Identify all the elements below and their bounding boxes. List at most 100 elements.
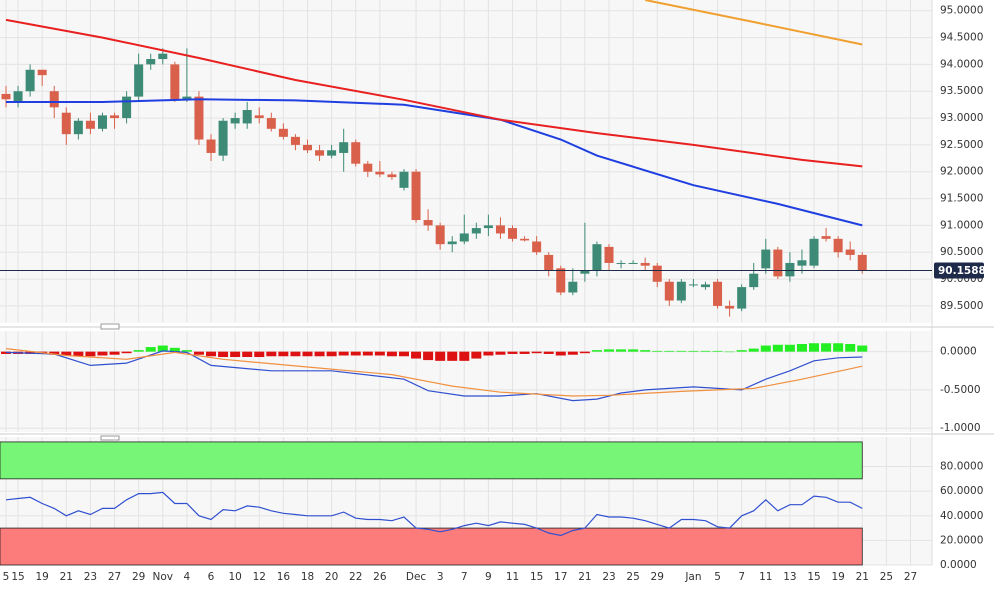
candle-body [122,96,132,119]
y-tick-label: -1.0000 [940,422,981,434]
histogram-bar [326,351,337,357]
line [5,350,863,402]
resize-handle[interactable] [100,323,120,330]
candle-body [604,246,614,263]
histogram-bar [242,351,253,358]
candle-body [471,228,481,234]
candle-body [85,120,95,129]
histogram-bar [591,350,602,352]
candle-body [49,91,59,108]
histogram-bar [109,351,120,355]
histogram-bar [206,351,217,357]
candle-body [688,284,698,286]
histogram-bar [169,347,180,352]
histogram-bar [350,351,361,356]
candle-body [110,115,120,119]
candle-body [266,118,276,129]
histogram-bar [278,351,289,357]
line [5,18,863,168]
histogram-bar [314,351,325,357]
histogram-bar [73,351,84,357]
x-tick-label: 11 [506,571,519,583]
x-tick-label: 5 [3,571,10,583]
candle-body [761,249,771,269]
x-tick-label: 21 [578,571,591,583]
candle-body [25,69,35,92]
y-tick-label: 91.0000 [940,219,983,231]
x-tick-label: 29 [132,571,145,583]
y-tick-label: 92.0000 [940,166,983,178]
x-tick-label: 29 [651,571,664,583]
candle-body [640,262,650,266]
candle-body [206,139,216,153]
histogram-bar [833,343,844,352]
resize-handle[interactable] [100,435,120,441]
histogram-bar [459,351,470,361]
candle-body [568,281,578,293]
y-tick-label: 20.0000 [940,534,983,546]
histogram-bar [507,351,518,354]
candle-body [700,284,710,288]
x-tick-label: 10 [228,571,241,583]
candle-body [387,174,397,178]
candle-body [182,96,192,100]
y-tick-label: 92.5000 [940,139,983,151]
candle-body [532,241,542,253]
histogram-bar [447,351,458,361]
candle-body [616,262,626,264]
x-tick-label: 23 [84,571,97,583]
histogram-bar [604,349,614,352]
histogram-bar [616,349,627,352]
y-tick-label: 80.0000 [940,461,983,473]
line [5,348,863,397]
x-tick-label: 21 [60,571,73,583]
candle-body [544,254,554,272]
line [645,0,863,46]
histogram-bar [181,350,192,352]
candle-body [785,262,795,277]
candle-body [315,150,325,156]
histogram-bar [760,345,771,352]
candle-body [435,225,445,245]
candle-body [73,120,83,135]
histogram-bar [640,350,651,352]
y-tick-label: 89.5000 [940,300,983,312]
candle-body [37,69,47,76]
x-tick-label: Nov [153,571,174,583]
candle-body [749,273,759,288]
histogram-bar [772,344,783,352]
candle-body [339,142,349,153]
candle-body [833,238,843,253]
candle-body [351,142,361,164]
candle-body [411,171,421,221]
histogram-bar [338,351,349,356]
x-tick-label: 27 [904,571,917,583]
histogram-bar [266,351,277,357]
candle-body [809,238,819,266]
histogram-bar [724,351,735,353]
histogram-bar [495,351,506,355]
y-tick-label: 91.5000 [940,193,983,205]
x-tick-label: 13 [783,571,796,583]
candle-body [1,93,11,100]
histogram-bar [664,350,675,352]
candle-body [303,144,312,151]
y-tick-label: 95.0000 [940,5,983,17]
histogram-bar [157,345,168,352]
last-price-box [934,262,984,279]
candle-body [13,91,23,102]
x-tick-label: Jan [684,571,701,583]
x-tick-label: 26 [373,571,387,583]
histogram-bar [61,351,72,356]
histogram-bar [579,351,590,354]
histogram-bar [531,351,542,354]
x-tick-label: 9 [485,571,492,583]
histogram-bar [230,351,241,358]
histogram-bar [374,351,385,356]
histogram-bar [362,351,373,356]
histogram-bar [302,351,313,357]
x-tick-label: 15 [11,571,24,583]
x-tick-label: 25 [626,571,639,583]
line [5,491,863,537]
histogram-bar [519,351,530,354]
